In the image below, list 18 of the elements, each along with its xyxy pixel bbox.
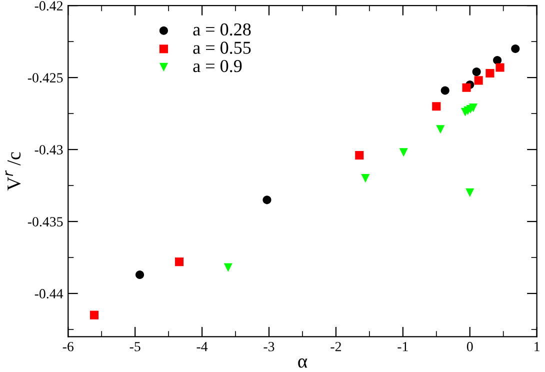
x-tick-label: -1 [398, 342, 408, 352]
x-tick-label: -5 [130, 342, 140, 352]
x-tick-label: 0 [466, 342, 473, 352]
y-tick-label: -0.42 [34, 1, 62, 11]
y-tick-label: -0.43 [34, 145, 63, 155]
y-tick-label: -0.435 [28, 217, 63, 227]
legend-label: a = 0.9 [193, 60, 242, 72]
x-tick-label: -3 [264, 342, 274, 352]
x-tick-label: -2 [330, 342, 341, 352]
legend-label: a = 0.55 [193, 42, 251, 54]
x-tick-label: 1 [534, 342, 540, 352]
x-axis-title: α [298, 358, 308, 368]
x-tick-label: -6 [62, 342, 74, 352]
y-tick-label: -0.44 [34, 289, 64, 298]
y-tick-label: -0.425 [28, 73, 63, 83]
legend-label: a = 0.28 [193, 23, 251, 36]
x-tick-label: -4 [196, 342, 208, 352]
y-axis-title: V$^{r}$ /c [5, 152, 21, 191]
